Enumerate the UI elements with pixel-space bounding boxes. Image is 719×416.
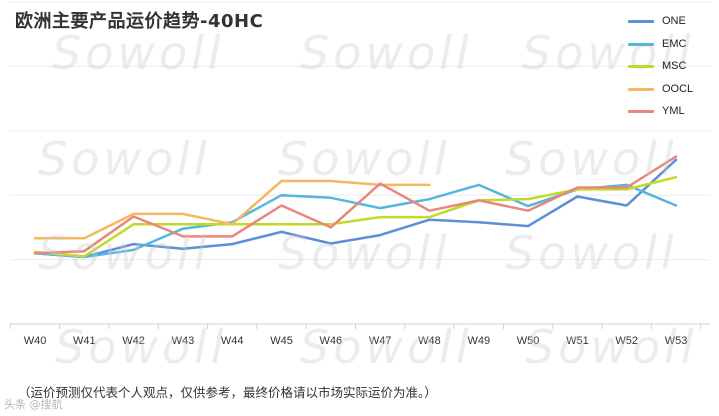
legend-swatch [628,42,654,46]
legend-item-yml[interactable]: YML [624,104,714,127]
x-tick-label: W52 [615,335,638,347]
x-tick-label: W49 [467,335,490,347]
series-line-one [33,158,678,259]
x-tick-label: W43 [172,335,195,347]
legend-swatch [628,110,654,113]
chart-title: 欧洲主要产品运价趋势-40HC [15,11,264,32]
x-axis: W40 W41 W42 W43 W44 W45 W46 W47 W48 W49 W50 W51 W52 W… [9,324,702,347]
legend-label: ONE [662,15,686,27]
x-tick-label: W40 [24,335,47,347]
grid-lines [10,1,710,325]
x-tick-label: W51 [566,335,589,347]
x-tick-label: W42 [122,335,145,347]
legend-item-one[interactable]: ONE [624,14,714,37]
x-tick-label: W46 [320,335,343,347]
legend-item-emc[interactable]: EMC [624,37,714,60]
legend-label: YML [662,105,685,117]
legend-label: EMC [662,37,687,50]
source-brand: 头条 @搜航 [4,398,63,411]
legend-swatch [628,87,654,91]
chart-legend: ONE EMC MSC OOCL YML [624,14,714,127]
x-tick-label: W44 [221,335,244,347]
x-tick-label: W50 [517,335,540,347]
x-tick-label: W45 [270,335,293,347]
x-tick-label: W53 [665,335,688,347]
legend-item-msc[interactable]: MSC [624,59,714,82]
x-tick-label: W48 [418,335,441,347]
legend-swatch [628,65,654,68]
legend-item-oocl[interactable]: OOCL [624,82,714,105]
legend-label: OOCL [662,82,694,95]
legend-swatch [628,20,654,23]
x-tick-label: W47 [369,335,392,347]
series-line-yml [33,155,678,255]
series-line-oocl [33,179,431,240]
legend-label: MSC [662,60,687,72]
series-lines [33,155,678,259]
x-tick-label: W41 [73,335,96,347]
disclaimer-note: （运价预测仅代表个人观点，仅供参考，最终价格请以市场实际运价为准。） [18,385,437,400]
